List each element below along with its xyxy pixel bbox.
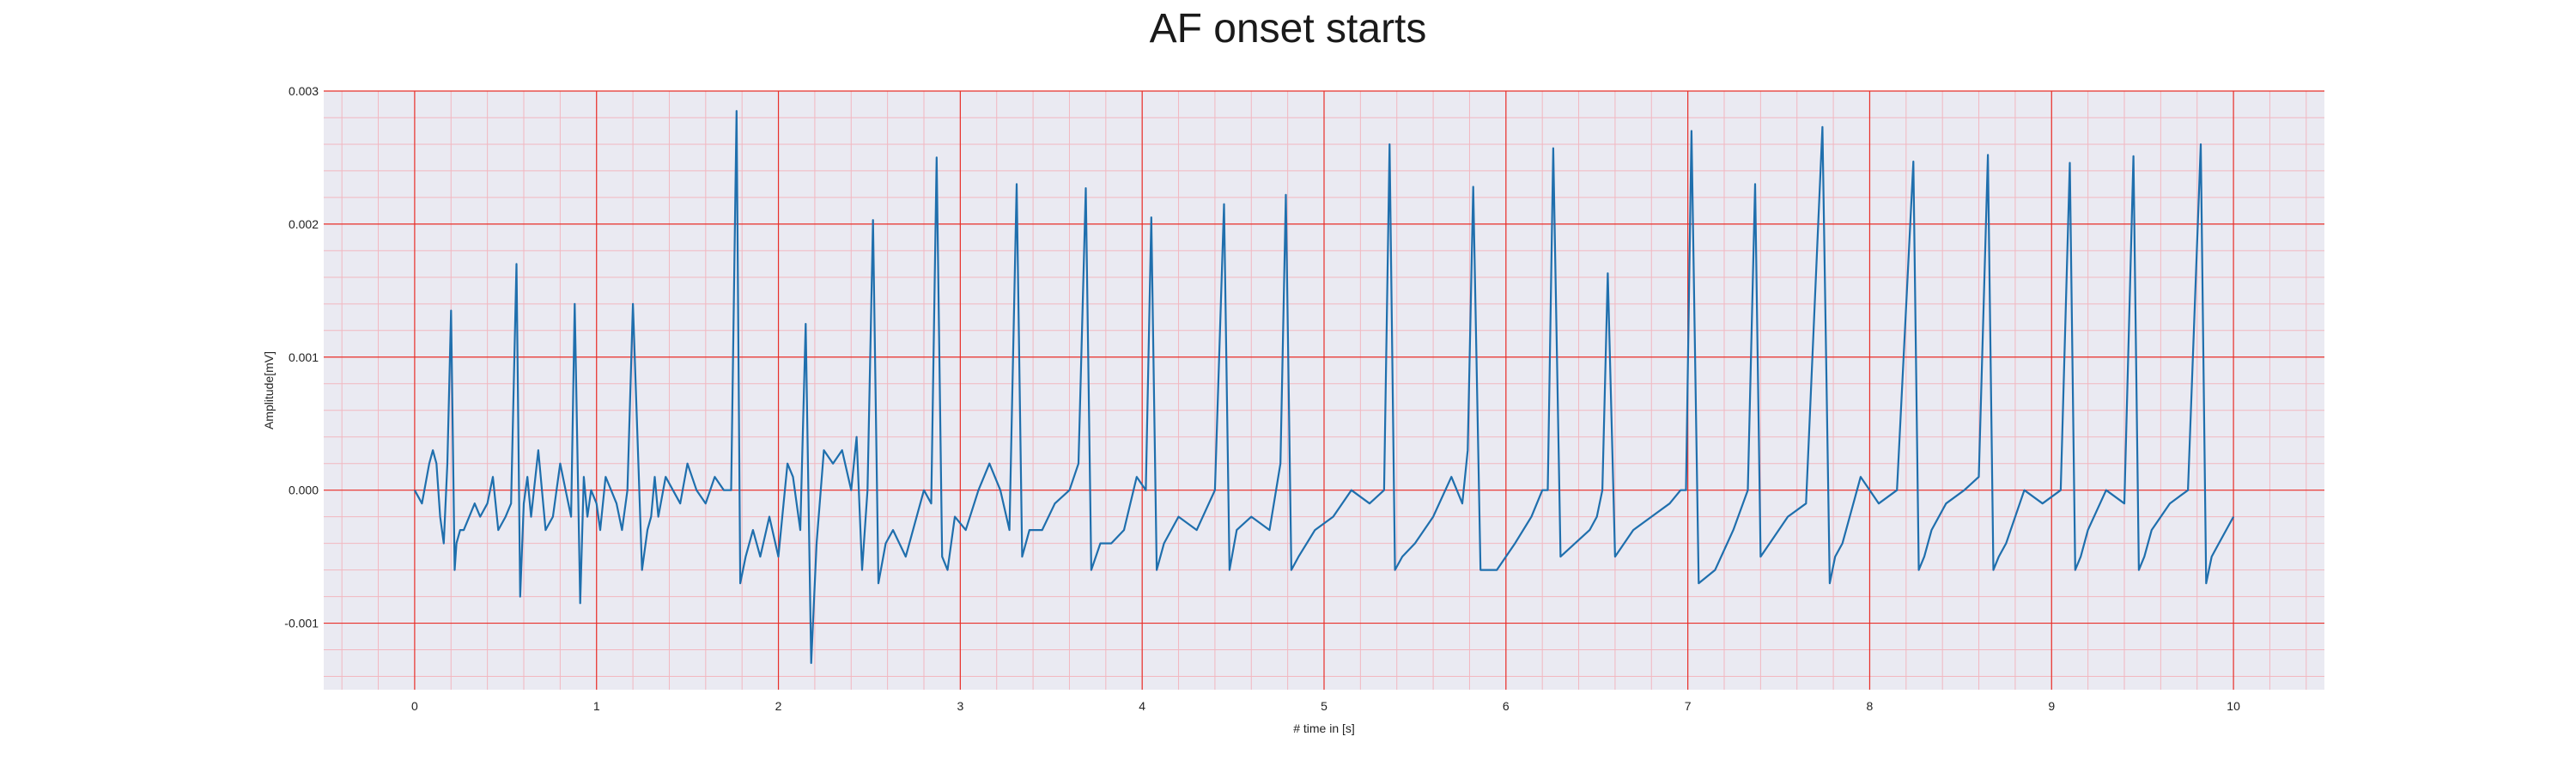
x-tick-label: 7 [1685, 699, 1692, 713]
y-tick-labels: -0.001 0.000 0.001 0.002 0.003 [284, 84, 319, 630]
ecg-series-line [413, 110, 2235, 665]
x-tick-label: 10 [2227, 699, 2240, 713]
x-tick-label: 4 [1139, 699, 1145, 713]
x-tick-label: 5 [1321, 699, 1327, 713]
x-tick-label: 0 [411, 699, 418, 713]
series-layer [413, 110, 2235, 665]
y-axis-label: Amplitude[mV] [262, 351, 276, 429]
x-axis-label: # time in [s] [1293, 721, 1355, 735]
x-tick-label: 2 [775, 699, 782, 713]
y-tick-label: 0.003 [289, 84, 319, 98]
x-tick-label: 6 [1503, 699, 1510, 713]
y-tick-label: 0.002 [289, 217, 319, 231]
y-tick-label: -0.001 [284, 617, 319, 630]
x-tick-label: 3 [957, 699, 963, 713]
x-tick-label: 8 [1867, 699, 1874, 713]
x-tick-label: 1 [593, 699, 600, 713]
y-tick-label: 0.000 [289, 484, 319, 497]
x-tick-label: 9 [2048, 699, 2055, 713]
y-tick-label: 0.001 [289, 350, 319, 364]
x-tick-labels: 0 1 2 3 4 5 6 7 8 9 10 [411, 699, 2240, 713]
chart-title: AF onset starts [1149, 6, 1427, 52]
